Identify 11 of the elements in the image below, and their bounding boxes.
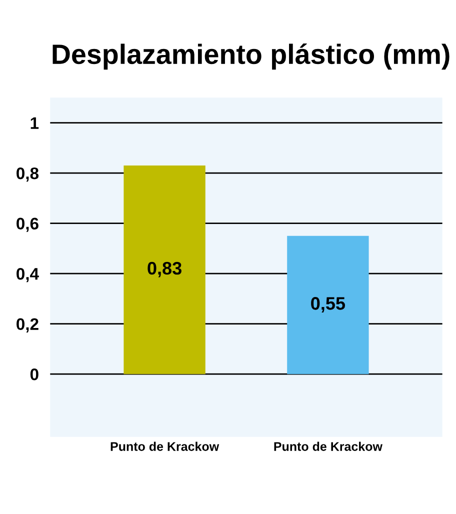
y-tick-label: 0,8 xyxy=(16,167,39,182)
y-tick-label: 0,6 xyxy=(16,218,38,232)
y-tick-label: 0,2 xyxy=(16,318,38,332)
y-tick-label: 0,4 xyxy=(16,268,39,282)
chart-title: Desplazamiento plástico (mm) xyxy=(52,43,450,70)
y-tick-label: 1 xyxy=(30,117,39,129)
x-tick-label: Punto de Krackow xyxy=(274,442,382,451)
data-label: 0,83 xyxy=(148,262,182,278)
y-tick-label: 0 xyxy=(30,368,38,380)
x-tick-label: Punto de Krackow xyxy=(110,442,220,451)
data-label: 0,55 xyxy=(311,297,346,312)
